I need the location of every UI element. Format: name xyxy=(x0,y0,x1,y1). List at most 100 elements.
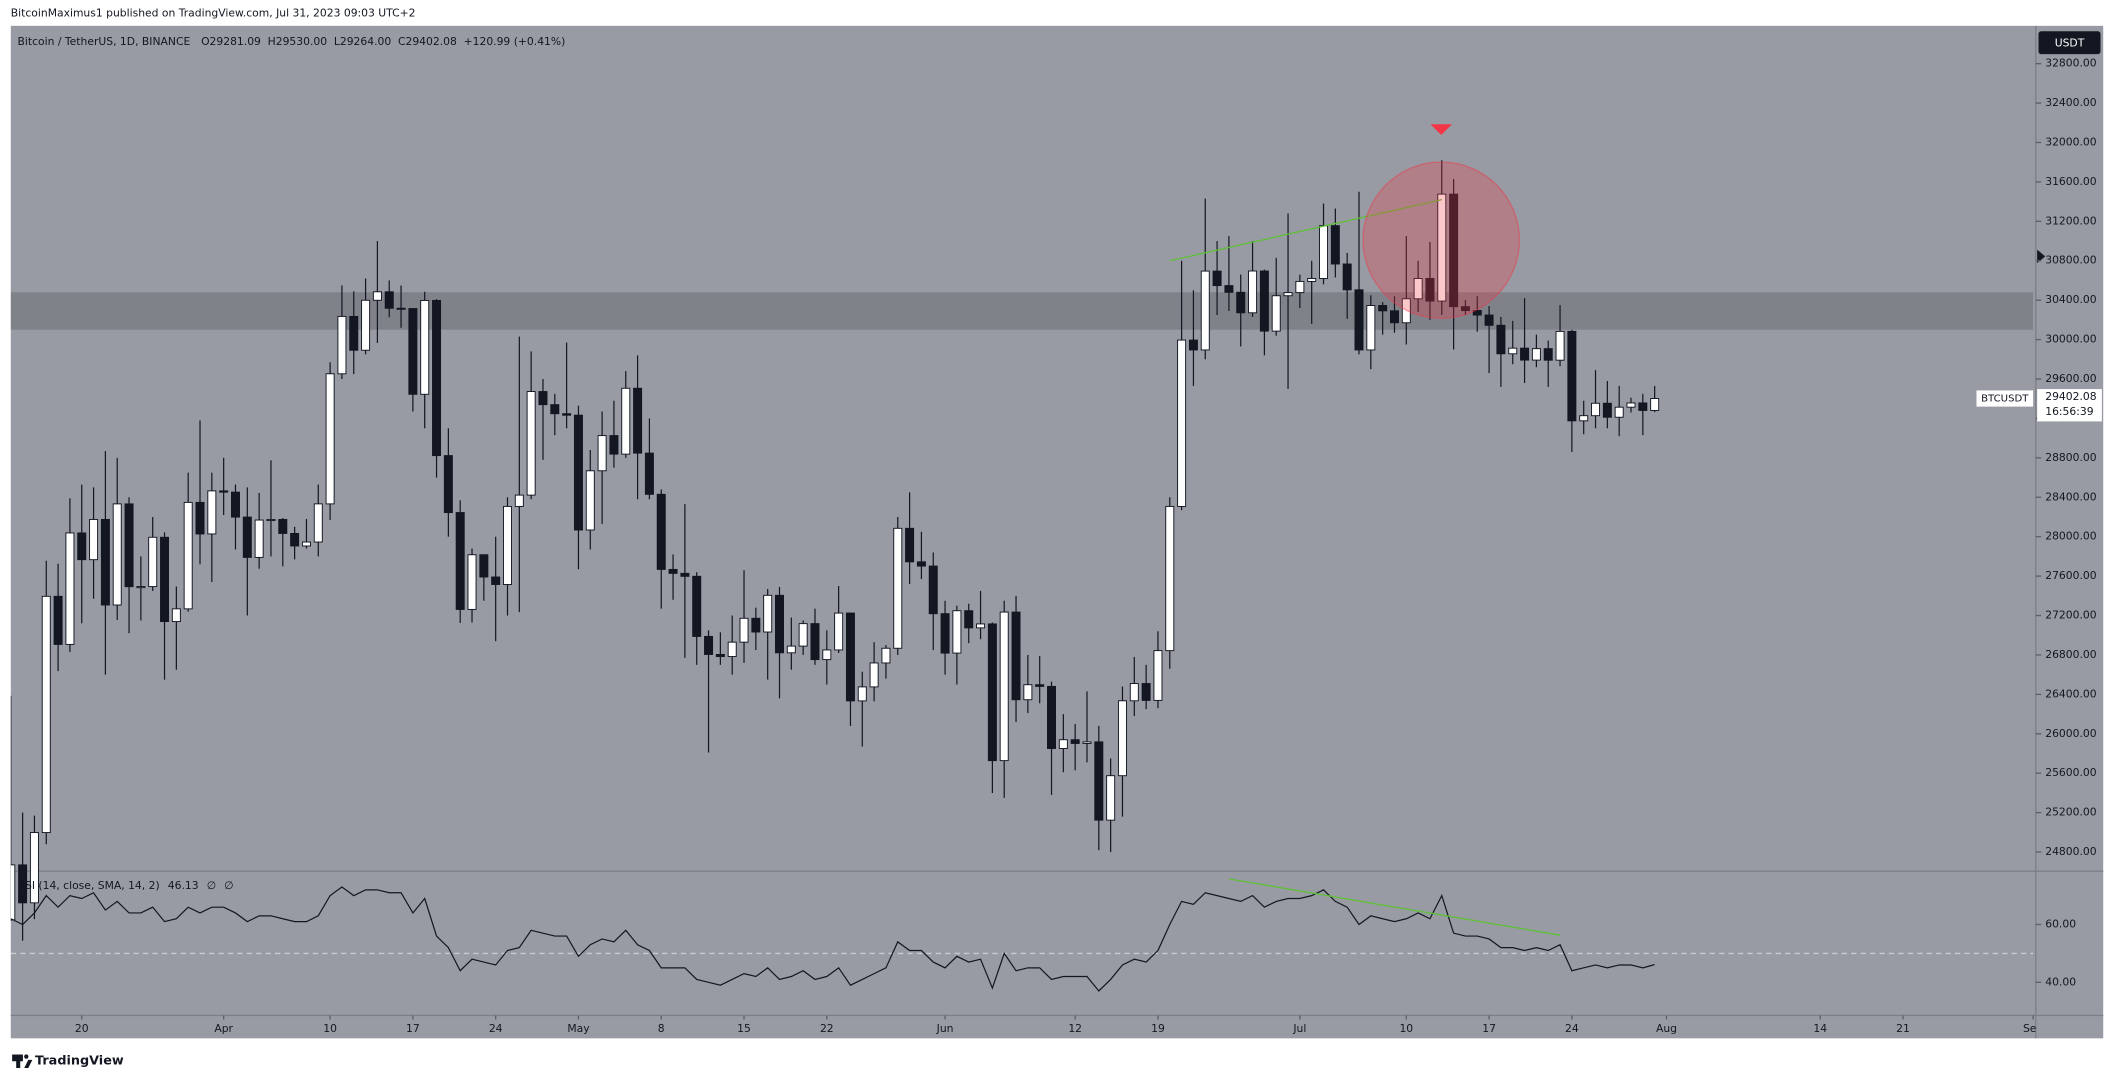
footer-logo: TradingView xyxy=(12,1054,124,1069)
plot-area: 20 Apr 10 17 24 May 8 15 22 Jun 12 19 Jul 10 17 24 Aug 14… xyxy=(10,160,2043,1035)
x-tick-label: Sep xyxy=(2023,1022,2043,1035)
candle-body xyxy=(1602,402,1612,418)
candle-body xyxy=(727,641,737,658)
axis-arrow xyxy=(2037,249,2046,264)
x-tick-label: 15 xyxy=(737,1022,751,1035)
candle-body xyxy=(987,623,997,762)
candle-body xyxy=(171,608,181,623)
rsi-extra: ∅ xyxy=(224,879,233,892)
byline: BitcoinMaximus1 published on TradingView… xyxy=(11,7,416,20)
candle-body xyxy=(633,387,643,454)
candle-body xyxy=(349,315,359,351)
candle-body xyxy=(1638,402,1648,411)
candle-body xyxy=(479,554,489,578)
candle-body xyxy=(1295,280,1305,294)
candle-body xyxy=(112,503,122,606)
logo-mark xyxy=(12,1054,23,1062)
candle-body xyxy=(408,308,418,395)
last-price: 29402.08 xyxy=(2045,390,2097,403)
ohlc-values: O29281.09 H29530.00 L29264.00 C29402.08 +120… xyxy=(201,35,565,48)
candle-body xyxy=(562,413,572,416)
x-tick-label: May xyxy=(567,1022,590,1035)
candle-body xyxy=(301,541,311,547)
candle-body xyxy=(183,501,193,610)
candle-body xyxy=(491,576,501,585)
candle-body xyxy=(195,501,205,535)
candle-body xyxy=(254,519,264,558)
candle-body xyxy=(573,414,583,531)
candle-body xyxy=(1070,739,1080,744)
x-tick-label: Apr xyxy=(214,1022,233,1035)
y-tick-label: 26400.00 xyxy=(2045,687,2097,700)
candle-body xyxy=(1520,347,1530,361)
rsi-line xyxy=(10,886,1655,992)
y-tick-label: 31200.00 xyxy=(2045,214,2097,227)
candle-body xyxy=(905,527,915,563)
candle-body xyxy=(822,649,832,661)
y-tick-label: 32000.00 xyxy=(2045,135,2097,148)
candle-body xyxy=(1094,741,1104,821)
candle-body xyxy=(1650,398,1660,411)
candle-body xyxy=(89,518,99,561)
x-tick-label: 20 xyxy=(75,1022,89,1035)
y-tick-label: 26800.00 xyxy=(2045,648,2097,661)
candle-body xyxy=(893,527,903,649)
candle-body xyxy=(1117,700,1127,777)
candle-body xyxy=(384,291,394,309)
candle-body xyxy=(538,391,548,406)
symbol-title: Bitcoin / TetherUS, 1D, BINANCE xyxy=(18,35,191,48)
candle-body xyxy=(242,516,252,558)
x-tick-label: 8 xyxy=(658,1022,665,1035)
candle-body xyxy=(337,315,347,375)
candle-body xyxy=(1106,775,1116,821)
candle-body xyxy=(952,610,962,654)
candle-body xyxy=(219,490,229,493)
candle-body xyxy=(810,623,820,661)
candle-body xyxy=(514,494,524,507)
rsi-y-tick-label: 60.00 xyxy=(2045,918,2076,931)
candle-body xyxy=(10,864,16,921)
candle-body xyxy=(1330,225,1340,265)
candle-body xyxy=(1188,339,1198,351)
candle-body xyxy=(290,532,300,547)
x-tick-label: 10 xyxy=(323,1022,337,1035)
candle-body xyxy=(1567,330,1577,422)
candle-body xyxy=(160,536,170,623)
candle-body xyxy=(1248,270,1258,314)
candle-body xyxy=(1496,324,1506,355)
candle-body xyxy=(1484,314,1494,326)
candle-body xyxy=(1401,298,1411,324)
y-tick-label: 24800.00 xyxy=(2045,845,2097,858)
candle-body xyxy=(1271,295,1281,332)
candle-body xyxy=(526,391,536,496)
candle-body xyxy=(1283,292,1293,297)
x-tick-label: Jul xyxy=(1292,1022,1306,1035)
candle-body xyxy=(1259,270,1269,332)
candle-body xyxy=(100,518,110,606)
last-price-box xyxy=(2037,389,2102,422)
candle-body xyxy=(361,299,371,351)
x-tick-label: 24 xyxy=(1565,1022,1579,1035)
y-tick-label: 25200.00 xyxy=(2045,806,2097,819)
candle-body xyxy=(1449,193,1459,308)
candle-body xyxy=(53,595,63,645)
ohlc-item: O29281.09 xyxy=(201,35,261,48)
candle-body xyxy=(1555,330,1565,361)
candle-body xyxy=(976,623,986,629)
candle-body xyxy=(1389,310,1399,324)
rsi-title: RSI (14, close, SMA, 14, 2) xyxy=(18,879,160,892)
candle-body xyxy=(230,491,240,518)
candle-body xyxy=(432,299,442,457)
candle-body xyxy=(1153,650,1163,701)
candle-body xyxy=(124,503,134,588)
rsi-y-tick-label: 40.00 xyxy=(2045,975,2076,988)
candle-body xyxy=(621,387,631,455)
candle-body xyxy=(739,617,749,643)
candle-body xyxy=(420,299,430,395)
y-tick-label: 31600.00 xyxy=(2045,175,2097,188)
y-tick-label: 32800.00 xyxy=(2045,57,2097,70)
y-tick-label: 30800.00 xyxy=(2045,254,2097,267)
candle-body xyxy=(609,435,619,455)
